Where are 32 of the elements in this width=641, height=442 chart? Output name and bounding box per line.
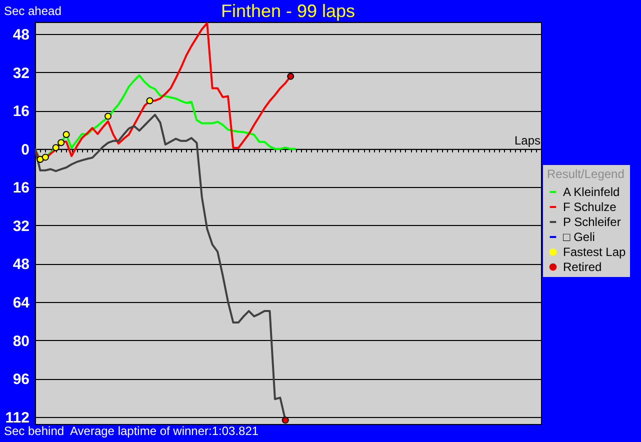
y-tick-label: 48 — [12, 256, 30, 274]
y-tick-label: 48 — [12, 26, 30, 44]
legend-title: Result/Legend — [547, 167, 624, 181]
legend-label: F Schulze — [563, 200, 617, 214]
text: Sec ahead — [4, 4, 62, 18]
y-tick-label: 64 — [12, 294, 30, 312]
legend-label: Retired — [563, 260, 602, 274]
point — [62, 130, 70, 138]
y-tick-label: 16 — [12, 103, 30, 120]
y-tick-label: 16 — [12, 180, 30, 197]
y-tick-label: 32 — [12, 218, 30, 235]
chart-title: Finthen - 99 laps — [220, 1, 356, 21]
legend-label: A Kleinfeld — [563, 185, 620, 199]
point — [282, 416, 289, 424]
annotation: Sec behind — [4, 424, 64, 438]
y-tick-label: 112 — [5, 409, 30, 426]
point — [58, 139, 65, 146]
legend-label: Fastest Lap — [563, 245, 626, 259]
y-tick-label: 80 — [12, 332, 30, 350]
point — [42, 154, 49, 161]
annotation: Average laptime of winner:1:03.821 — [70, 424, 259, 438]
y-tick-label: 0 — [21, 141, 30, 158]
y-tick-label: 96 — [12, 371, 30, 388]
point — [52, 144, 60, 152]
legend-label: □ Geli — [563, 230, 595, 244]
legend-label: P Schleifer — [563, 215, 621, 229]
point — [104, 112, 112, 120]
point — [287, 72, 294, 80]
point — [36, 156, 44, 163]
y-tick-label: 32 — [12, 64, 30, 82]
point — [146, 97, 154, 104]
x-axis-title: Laps — [514, 133, 540, 148]
